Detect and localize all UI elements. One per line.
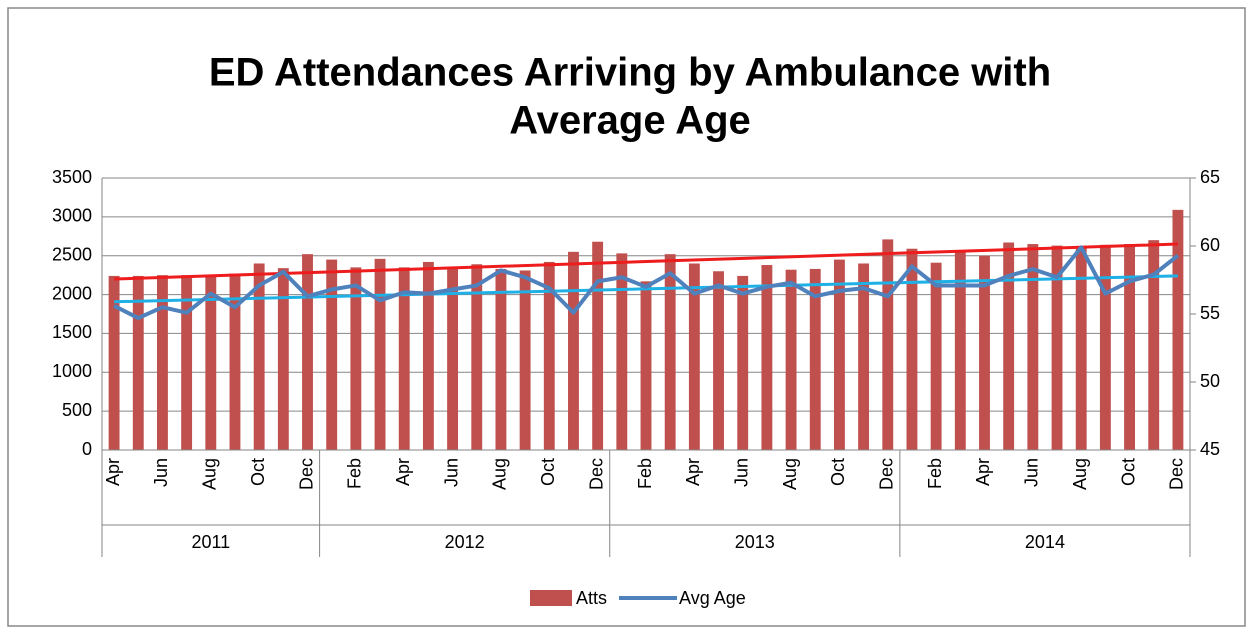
x-group-label: 2013: [735, 532, 775, 552]
y-tick-label: 3000: [52, 206, 92, 226]
y2-tick-label: 60: [1200, 235, 1220, 255]
x-tick-label: Oct: [828, 458, 848, 486]
x-tick-label: Apr: [393, 458, 413, 486]
bar: [108, 275, 120, 450]
y-tick-label: 0: [82, 439, 92, 459]
y-tick-label: 1500: [52, 322, 92, 342]
legend-label: Avg Age: [679, 588, 746, 608]
bar: [616, 253, 628, 450]
bar: [447, 268, 459, 450]
x-tick-label: Oct: [538, 458, 558, 486]
bar: [664, 254, 676, 450]
y2-tick-label: 65: [1200, 167, 1220, 187]
y-tick-label: 500: [62, 400, 92, 420]
legend-label: Atts: [576, 588, 607, 608]
bar: [882, 239, 894, 450]
chart-title: Average Age: [509, 99, 751, 143]
bar: [979, 255, 990, 450]
bar: [954, 250, 966, 450]
line: [113, 245, 1180, 321]
x-tick-label: Dec: [586, 458, 606, 490]
trendline: [114, 242, 1178, 281]
x-tick-label: Feb: [925, 458, 945, 489]
bar: [640, 281, 652, 450]
y2-tick-label: 45: [1200, 439, 1220, 459]
x-tick-label: Jun: [151, 458, 171, 487]
x-tick-label: Jun: [1022, 458, 1042, 487]
x-tick-label: Jun: [731, 458, 751, 487]
bar: [1075, 247, 1087, 450]
bar: [1003, 242, 1015, 450]
bar: [398, 267, 410, 450]
bar: [761, 265, 773, 450]
x-tick-label: Apr: [683, 458, 703, 486]
bar: [1124, 244, 1135, 450]
bar: [592, 241, 604, 450]
bar: [471, 264, 483, 450]
bar: [809, 268, 821, 450]
bar: [1099, 244, 1111, 450]
bar: [326, 259, 338, 450]
x-tick-label: Dec: [296, 458, 316, 490]
bar: [253, 263, 265, 450]
bar: [858, 263, 870, 450]
bar: [688, 263, 700, 450]
x-group-label: 2014: [1025, 532, 1065, 552]
bar: [737, 275, 749, 450]
x-tick-label: Apr: [103, 458, 123, 486]
x-tick-label: Aug: [490, 458, 510, 490]
bar: [302, 254, 313, 450]
y-tick-label: 3500: [52, 167, 92, 187]
bar: [157, 275, 168, 450]
y-tick-label: 2500: [52, 244, 92, 264]
x-group-label: 2012: [445, 532, 485, 552]
bar: [229, 273, 241, 450]
x-tick-label: Dec: [1167, 458, 1187, 490]
bar: [519, 270, 531, 450]
x-tick-label: Apr: [973, 458, 993, 486]
bar: [930, 262, 942, 450]
x-tick-label: Dec: [877, 458, 897, 490]
y-tick-label: 2000: [52, 283, 92, 303]
bar: [1172, 209, 1184, 450]
bar: [205, 275, 217, 450]
bar: [713, 271, 724, 450]
bar: [833, 259, 845, 450]
bar: [1027, 244, 1039, 450]
x-tick-label: Aug: [200, 458, 220, 490]
bar: [543, 261, 555, 450]
bar: [132, 275, 144, 450]
x-tick-label: Jun: [441, 458, 461, 487]
bar: [785, 269, 797, 450]
bar: [374, 258, 386, 450]
bar: [350, 267, 362, 450]
bar: [1148, 240, 1160, 450]
bar: [181, 275, 193, 450]
y2-tick-label: 55: [1200, 303, 1220, 323]
x-tick-label: Oct: [248, 458, 268, 486]
x-tick-label: Aug: [1070, 458, 1090, 490]
bar: [568, 251, 579, 450]
bar: [422, 261, 434, 450]
y2-tick-label: 50: [1200, 371, 1220, 391]
x-tick-label: Feb: [345, 458, 365, 489]
bar: [495, 268, 507, 450]
bar: [906, 248, 918, 450]
chart-title: ED Attendances Arriving by Ambulance wit…: [209, 51, 1051, 95]
bar: [1051, 245, 1063, 450]
bar: [277, 268, 289, 450]
x-tick-label: Feb: [635, 458, 655, 489]
y-tick-label: 1000: [52, 361, 92, 381]
x-tick-label: Oct: [1118, 458, 1138, 486]
x-tick-label: Aug: [780, 458, 800, 490]
x-group-label: 2011: [191, 532, 230, 552]
legend-swatch: [530, 590, 572, 606]
